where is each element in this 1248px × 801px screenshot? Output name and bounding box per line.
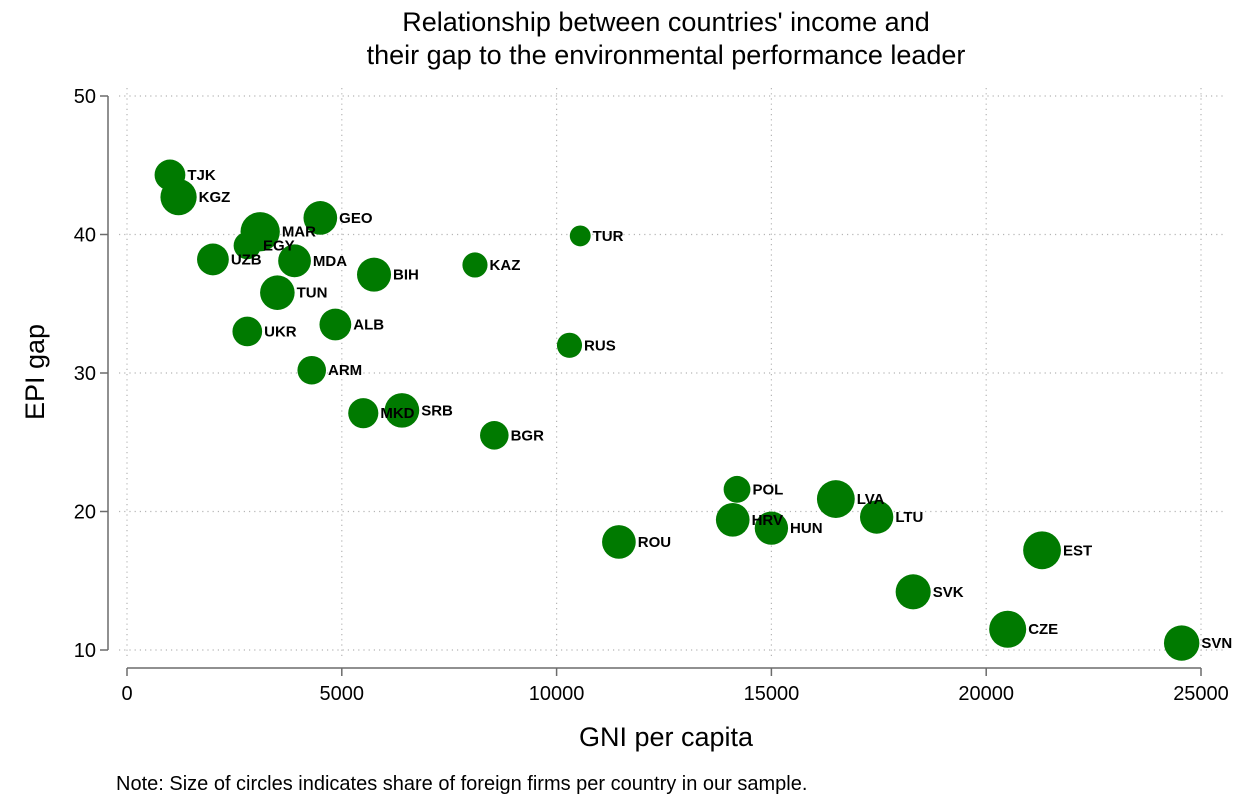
x-tick-label: 25000 (1173, 683, 1229, 705)
point-label-lva: LVA (857, 491, 885, 508)
data-point-bih (357, 257, 392, 292)
point-label-bih: BIH (393, 267, 419, 284)
data-point-cze (989, 610, 1027, 648)
data-point-est (1023, 531, 1061, 570)
data-point-kgz (160, 178, 197, 216)
data-point-uzb (197, 243, 229, 276)
point-label-uzb: UZB (231, 251, 262, 268)
point-label-tun: TUN (297, 285, 328, 302)
data-point-tun (260, 275, 295, 310)
chart-title-line-2: their gap to the environmental performan… (367, 40, 966, 70)
point-label-hrv: HRV (752, 512, 783, 529)
y-tick-label: 50 (74, 86, 96, 108)
point-label-kaz: KAZ (490, 257, 521, 274)
data-point-lva (816, 480, 855, 518)
point-label-cze: CZE (1028, 621, 1058, 638)
x-axis-label: GNI per capita (579, 722, 754, 752)
data-point-srb (384, 393, 420, 428)
point-label-mar: MAR (282, 224, 316, 241)
point-label-arm: ARM (328, 362, 362, 379)
axes: 10 20 30 40 50 0 5000 10000 15000 20000 25000 (74, 86, 1229, 705)
point-label-svn: SVN (1201, 635, 1232, 652)
grid-lines (119, 88, 1225, 660)
y-tick-label: 40 (74, 225, 96, 247)
point-label-tur: TUR (593, 228, 624, 245)
point-label-alb: ALB (353, 317, 384, 334)
data-point-geo (303, 201, 338, 235)
point-label-mkd: MKD (380, 405, 414, 422)
data-point-alb (319, 308, 352, 341)
y-tick-label: 30 (74, 363, 96, 385)
data-point-ltu (859, 500, 894, 534)
chart-note: Note: Size of circles indicates share of… (116, 773, 807, 795)
y-tick-label: 20 (74, 502, 96, 524)
y-tick-label: 10 (74, 640, 96, 662)
point-label-ltu: LTU (895, 509, 923, 526)
chart-title: Relationship between countries' income a… (367, 7, 966, 70)
point-label-bgr: BGR (511, 427, 545, 444)
data-point-rou (602, 525, 636, 559)
data-point-tur (569, 225, 591, 247)
data-point-svn (1163, 625, 1200, 661)
chart-title-line-1: Relationship between countries' income a… (402, 7, 929, 37)
data-point-hun (754, 511, 789, 545)
x-tick-label: 0 (121, 683, 132, 705)
point-label-mda: MDA (313, 253, 347, 270)
point-label-rou: ROU (638, 534, 671, 551)
data-point-mda (278, 244, 311, 278)
point-label-tjk: TJK (187, 167, 216, 184)
x-tick-label: 5000 (320, 683, 365, 705)
point-label-hun: HUN (790, 520, 823, 537)
data-point-kaz (462, 252, 488, 278)
point-label-kgz: KGZ (199, 189, 231, 206)
data-point-svk (895, 574, 931, 610)
point-label-pol: POL (752, 481, 783, 498)
x-tick-label: 15000 (744, 683, 800, 705)
data-point-rus (556, 332, 583, 358)
data-point-bgr (480, 421, 509, 450)
x-tick-label: 10000 (529, 683, 585, 705)
data-point-pol (723, 475, 751, 503)
data-point-ukr (232, 316, 263, 347)
point-label-egy: EGY (263, 238, 295, 255)
point-label-est: EST (1063, 542, 1092, 559)
point-label-srb: SRB (421, 402, 453, 419)
y-axis-label: EPI gap (20, 324, 50, 420)
data-point-arm (297, 355, 327, 385)
data-point-egy (233, 231, 261, 260)
data-point-hrv (715, 502, 750, 537)
point-label-rus: RUS (584, 337, 616, 354)
point-label-ukr: UKR (264, 323, 297, 340)
data-points (154, 159, 1200, 661)
x-tick-label: 20000 (958, 683, 1014, 705)
point-label-geo: GEO (339, 210, 373, 227)
point-label-svk: SVK (933, 584, 964, 601)
data-point-mkd (348, 398, 379, 429)
